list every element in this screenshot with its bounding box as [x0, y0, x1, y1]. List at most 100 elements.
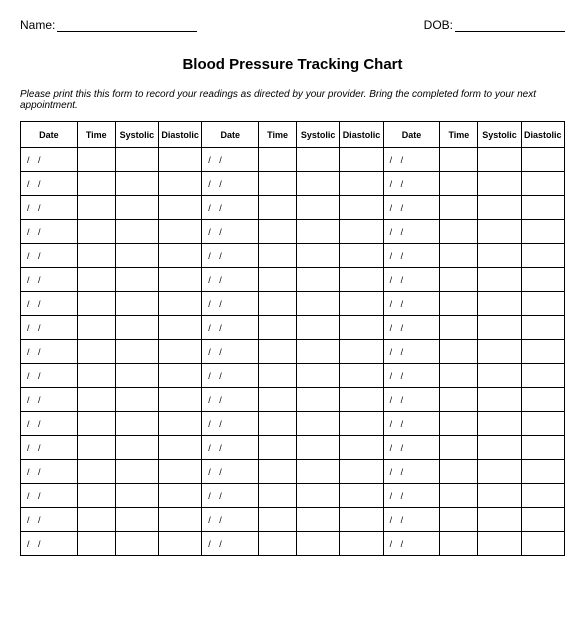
- systolic-cell[interactable]: [115, 268, 158, 292]
- diastolic-cell[interactable]: [159, 220, 202, 244]
- diastolic-cell[interactable]: [521, 292, 564, 316]
- time-cell[interactable]: [440, 460, 478, 484]
- time-cell[interactable]: [77, 532, 115, 556]
- diastolic-cell[interactable]: [521, 268, 564, 292]
- dob-underline[interactable]: [455, 18, 565, 32]
- time-cell[interactable]: [259, 388, 297, 412]
- systolic-cell[interactable]: [478, 364, 521, 388]
- time-cell[interactable]: [440, 268, 478, 292]
- systolic-cell[interactable]: [297, 484, 340, 508]
- diastolic-cell[interactable]: [521, 508, 564, 532]
- date-cell[interactable]: / /: [202, 268, 259, 292]
- time-cell[interactable]: [440, 148, 478, 172]
- diastolic-cell[interactable]: [340, 220, 383, 244]
- time-cell[interactable]: [259, 436, 297, 460]
- date-cell[interactable]: / /: [21, 316, 78, 340]
- diastolic-cell[interactable]: [159, 532, 202, 556]
- diastolic-cell[interactable]: [521, 364, 564, 388]
- date-cell[interactable]: / /: [21, 196, 78, 220]
- time-cell[interactable]: [77, 412, 115, 436]
- systolic-cell[interactable]: [478, 340, 521, 364]
- time-cell[interactable]: [77, 220, 115, 244]
- diastolic-cell[interactable]: [159, 460, 202, 484]
- time-cell[interactable]: [259, 148, 297, 172]
- diastolic-cell[interactable]: [159, 172, 202, 196]
- date-cell[interactable]: / /: [383, 364, 440, 388]
- time-cell[interactable]: [77, 388, 115, 412]
- diastolic-cell[interactable]: [159, 148, 202, 172]
- date-cell[interactable]: / /: [202, 148, 259, 172]
- date-cell[interactable]: / /: [202, 364, 259, 388]
- systolic-cell[interactable]: [115, 148, 158, 172]
- time-cell[interactable]: [77, 196, 115, 220]
- time-cell[interactable]: [259, 364, 297, 388]
- time-cell[interactable]: [259, 460, 297, 484]
- time-cell[interactable]: [259, 316, 297, 340]
- time-cell[interactable]: [77, 316, 115, 340]
- diastolic-cell[interactable]: [340, 436, 383, 460]
- date-cell[interactable]: / /: [202, 532, 259, 556]
- systolic-cell[interactable]: [115, 532, 158, 556]
- diastolic-cell[interactable]: [521, 220, 564, 244]
- time-cell[interactable]: [77, 268, 115, 292]
- systolic-cell[interactable]: [115, 412, 158, 436]
- time-cell[interactable]: [259, 196, 297, 220]
- time-cell[interactable]: [259, 244, 297, 268]
- diastolic-cell[interactable]: [521, 340, 564, 364]
- diastolic-cell[interactable]: [159, 340, 202, 364]
- time-cell[interactable]: [440, 340, 478, 364]
- time-cell[interactable]: [259, 292, 297, 316]
- systolic-cell[interactable]: [115, 508, 158, 532]
- systolic-cell[interactable]: [478, 532, 521, 556]
- systolic-cell[interactable]: [115, 364, 158, 388]
- date-cell[interactable]: / /: [21, 532, 78, 556]
- time-cell[interactable]: [440, 388, 478, 412]
- systolic-cell[interactable]: [297, 244, 340, 268]
- diastolic-cell[interactable]: [340, 508, 383, 532]
- systolic-cell[interactable]: [115, 292, 158, 316]
- date-cell[interactable]: / /: [383, 436, 440, 460]
- systolic-cell[interactable]: [478, 508, 521, 532]
- time-cell[interactable]: [440, 292, 478, 316]
- time-cell[interactable]: [77, 340, 115, 364]
- diastolic-cell[interactable]: [340, 292, 383, 316]
- systolic-cell[interactable]: [297, 508, 340, 532]
- systolic-cell[interactable]: [115, 388, 158, 412]
- date-cell[interactable]: / /: [383, 196, 440, 220]
- diastolic-cell[interactable]: [340, 244, 383, 268]
- systolic-cell[interactable]: [478, 484, 521, 508]
- diastolic-cell[interactable]: [159, 508, 202, 532]
- time-cell[interactable]: [77, 508, 115, 532]
- systolic-cell[interactable]: [115, 196, 158, 220]
- date-cell[interactable]: / /: [21, 244, 78, 268]
- date-cell[interactable]: / /: [202, 316, 259, 340]
- time-cell[interactable]: [259, 508, 297, 532]
- date-cell[interactable]: / /: [202, 460, 259, 484]
- diastolic-cell[interactable]: [159, 268, 202, 292]
- date-cell[interactable]: / /: [383, 220, 440, 244]
- systolic-cell[interactable]: [297, 532, 340, 556]
- diastolic-cell[interactable]: [159, 436, 202, 460]
- date-cell[interactable]: / /: [383, 388, 440, 412]
- time-cell[interactable]: [440, 364, 478, 388]
- date-cell[interactable]: / /: [21, 484, 78, 508]
- date-cell[interactable]: / /: [202, 508, 259, 532]
- systolic-cell[interactable]: [297, 196, 340, 220]
- time-cell[interactable]: [440, 220, 478, 244]
- time-cell[interactable]: [77, 148, 115, 172]
- date-cell[interactable]: / /: [21, 460, 78, 484]
- diastolic-cell[interactable]: [159, 364, 202, 388]
- systolic-cell[interactable]: [115, 436, 158, 460]
- diastolic-cell[interactable]: [340, 268, 383, 292]
- date-cell[interactable]: / /: [21, 364, 78, 388]
- systolic-cell[interactable]: [297, 220, 340, 244]
- time-cell[interactable]: [440, 196, 478, 220]
- diastolic-cell[interactable]: [521, 316, 564, 340]
- date-cell[interactable]: / /: [21, 436, 78, 460]
- time-cell[interactable]: [77, 244, 115, 268]
- time-cell[interactable]: [77, 460, 115, 484]
- date-cell[interactable]: / /: [202, 412, 259, 436]
- time-cell[interactable]: [440, 316, 478, 340]
- systolic-cell[interactable]: [478, 244, 521, 268]
- date-cell[interactable]: / /: [21, 148, 78, 172]
